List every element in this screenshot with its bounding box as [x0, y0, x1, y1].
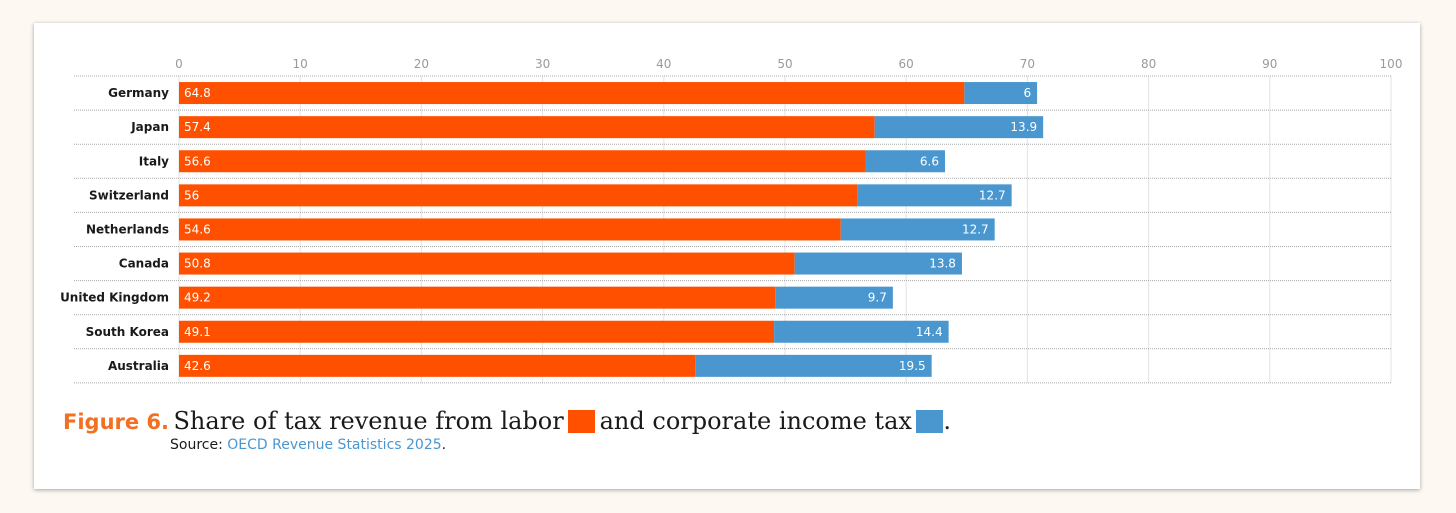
corporate-tax-value-label: 13.9 [1010, 120, 1037, 134]
corporate-tax-bar [775, 286, 893, 309]
corporate-tax-bar [857, 184, 1012, 207]
corporate-tax-bar [840, 218, 995, 241]
category-label: Japan [130, 120, 169, 134]
category-label: Switzerland [89, 188, 169, 202]
labor-bar [179, 320, 775, 343]
labor-bar [179, 218, 841, 241]
caption-title-part1: Share of tax revenue from labor [173, 407, 564, 435]
category-label: Netherlands [86, 222, 169, 236]
labor-value-label: 42.6 [184, 359, 211, 373]
corporate-tax-value-label: 19.5 [899, 359, 926, 373]
caption-title-part2: and corporate income tax [599, 407, 912, 435]
x-tick-label: 80 [1141, 57, 1156, 71]
x-tick-label: 50 [777, 57, 792, 71]
corporate-tax-bar [794, 252, 962, 275]
labor-value-label: 49.1 [184, 325, 211, 339]
category-label: South Korea [86, 325, 169, 339]
labor-bar [179, 82, 965, 105]
corporate-tax-value-label: 9.7 [868, 291, 887, 305]
labor-value-label: 54.6 [184, 222, 211, 236]
x-tick-label: 40 [656, 57, 671, 71]
labor-value-label: 50.8 [184, 257, 211, 271]
corporate-tax-bar [774, 320, 949, 343]
x-tick-label: 0 [175, 57, 183, 71]
category-label: Australia [108, 359, 169, 373]
x-tick-label: 90 [1262, 57, 1277, 71]
x-tick-label: 60 [899, 57, 914, 71]
labor-bar [179, 184, 858, 207]
labor-bar [179, 252, 795, 275]
source-link[interactable]: OECD Revenue Statistics 2025 [227, 437, 442, 453]
stacked-bar-chart: 0 10 20 30 40 50 60 70 80 90 100 Germany 64.8 6 Japan 5… [60, 57, 1403, 384]
corporate-tax-value-label: 13.8 [929, 257, 956, 271]
corporate-tax-swatch [916, 410, 944, 433]
category-label: Italy [139, 154, 169, 168]
labor-bar [179, 286, 776, 309]
source-line: Source: OECD Revenue Statistics 2025. [170, 437, 446, 453]
corporate-tax-value-label: 14.4 [916, 325, 943, 339]
x-tick-label: 70 [1020, 57, 1035, 71]
chart-card: 0 10 20 30 40 50 60 70 80 90 100 Germany 64.8 6 Japan 5… [34, 23, 1420, 489]
caption-title-end: . [943, 407, 952, 435]
labor-value-label: 64.8 [184, 86, 211, 100]
corporate-tax-value-label: 12.7 [962, 222, 989, 236]
category-label: Germany [108, 86, 169, 100]
corporate-tax-bar [864, 150, 945, 173]
corporate-tax-value-label: 12.7 [979, 188, 1006, 202]
corporate-tax-value-label: 6 [1023, 86, 1031, 100]
source-prefix: Source: [170, 437, 228, 453]
labor-bar [179, 150, 865, 173]
labor-value-label: 57.4 [184, 120, 211, 134]
category-label: Canada [119, 257, 169, 271]
category-label: United Kingdom [60, 291, 169, 305]
figure-caption: Figure 6. Share of tax revenue from labo… [63, 407, 951, 435]
x-tick-label: 100 [1380, 57, 1403, 71]
labor-value-label: 56 [184, 188, 199, 202]
corporate-tax-bar [695, 354, 932, 377]
labor-bar [179, 354, 696, 377]
labor-value-label: 49.2 [184, 291, 211, 305]
corporate-tax-value-label: 6.6 [920, 154, 939, 168]
corporate-tax-bar [964, 82, 1038, 105]
figure-number: Figure 6. [63, 410, 170, 434]
labor-bar [179, 116, 875, 139]
source-end: . [441, 437, 447, 453]
x-tick-label: 30 [535, 57, 550, 71]
labor-value-label: 56.6 [184, 154, 211, 168]
corporate-tax-bar [874, 116, 1044, 139]
x-tick-label: 20 [414, 57, 429, 71]
x-tick-label: 10 [293, 57, 308, 71]
labor-swatch [568, 410, 596, 433]
